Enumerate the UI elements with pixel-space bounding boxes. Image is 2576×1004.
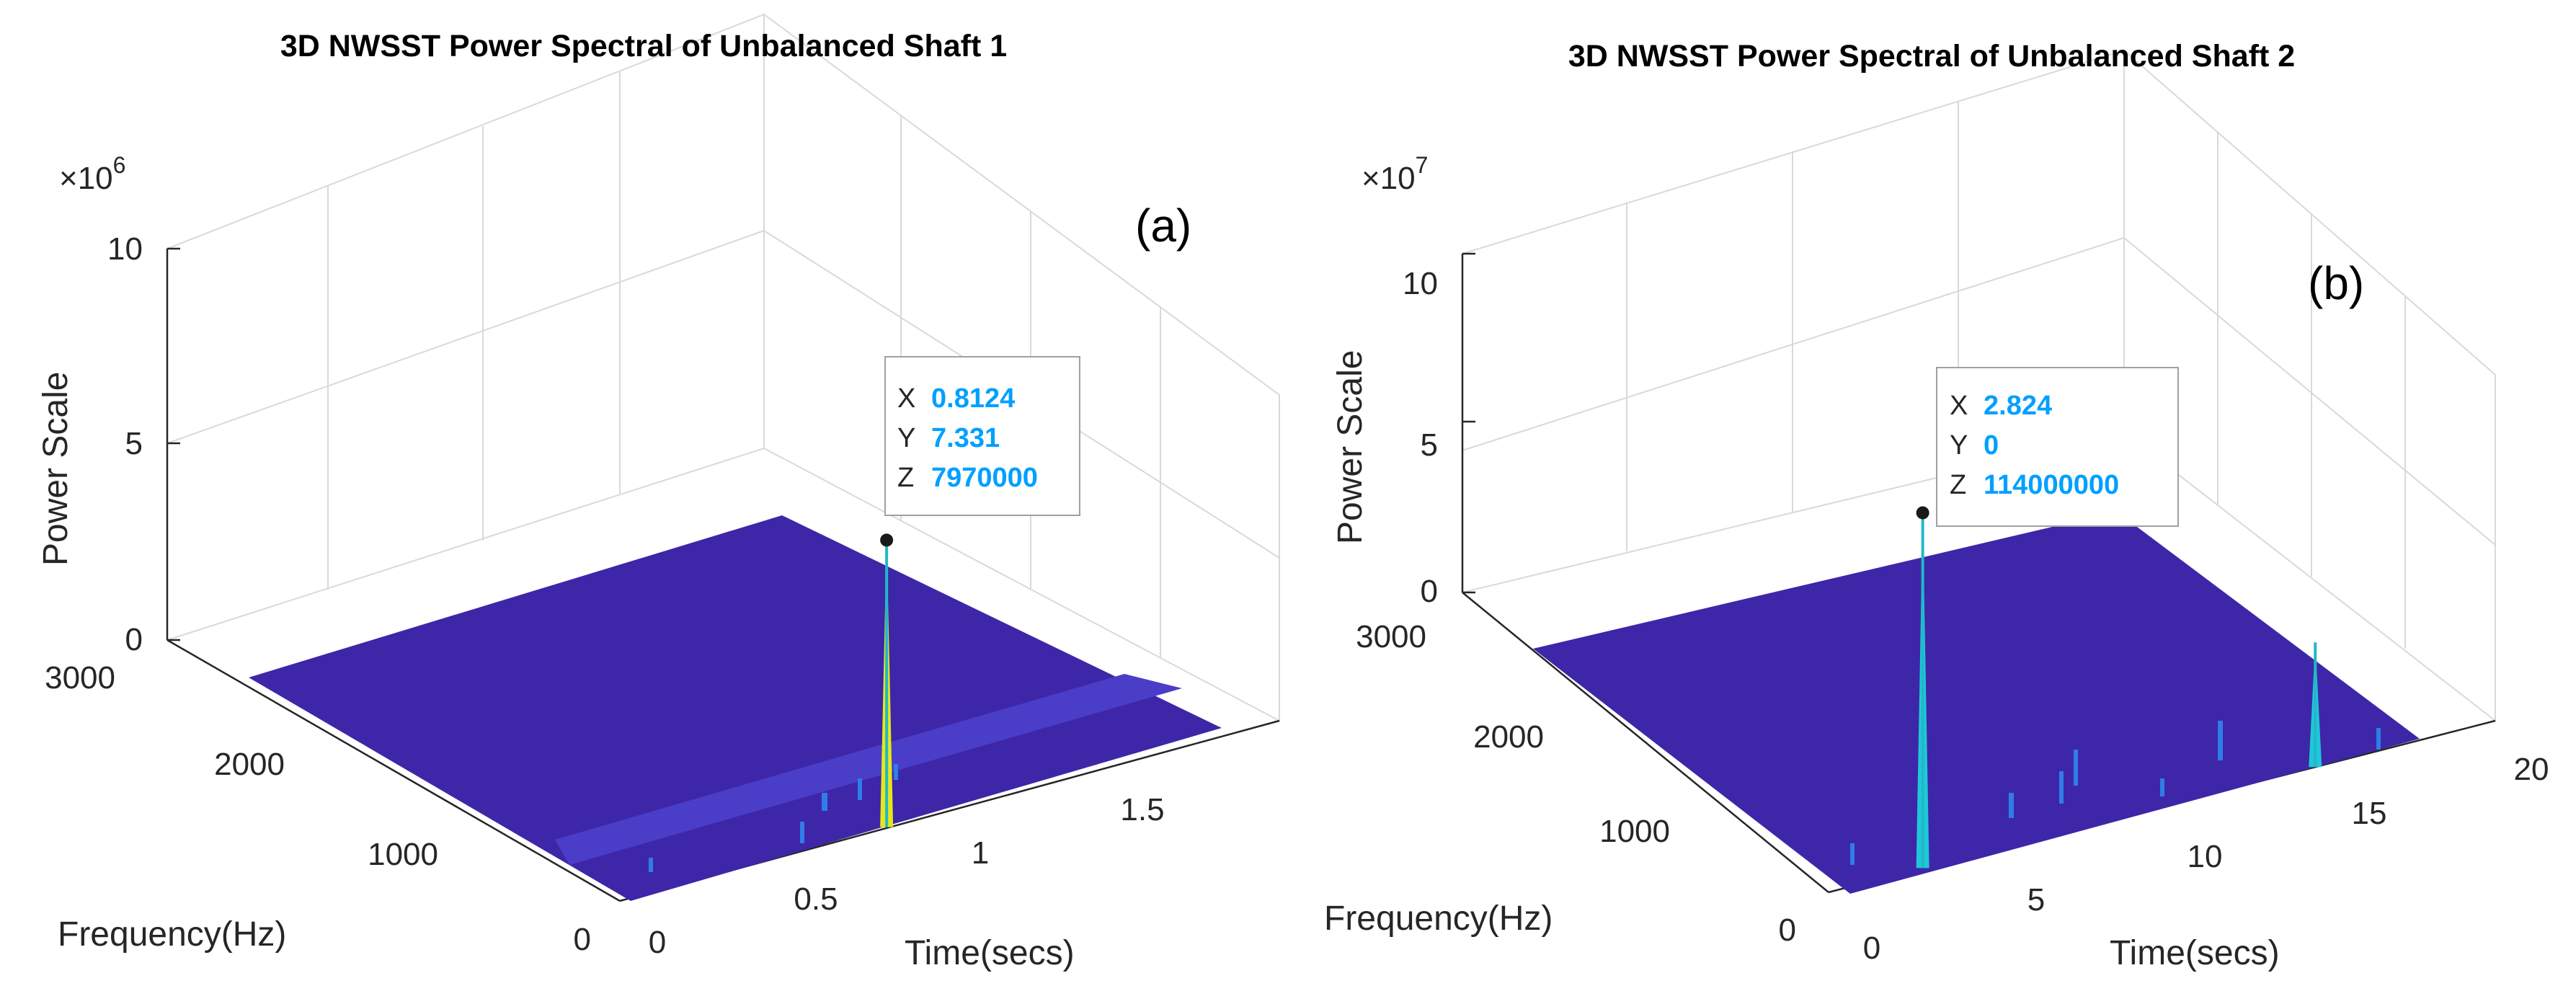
chart-b-datatip-y-value: 0	[1984, 430, 1999, 461]
chart-a-z-tick-label: 10	[107, 231, 143, 267]
chart-panel-a: 10 5 0 ×106 3000 2000 1000 0 0 0.5 1 1.5…	[37, 13, 1280, 972]
chart-b-z-exponent: ×107	[1362, 152, 1428, 196]
chart-b-z-tick-label: 5	[1421, 427, 1438, 463]
chart-b-svg: 10 5 0 ×107 3000 2000 1000 0 0 5 10 15 2…	[1324, 39, 2549, 972]
chart-b-z-tick-label: 10	[1403, 266, 1438, 301]
chart-a-z-tick-label: 5	[125, 426, 143, 461]
chart-b-x-ticks: 0 5 10 15 20	[1863, 752, 2549, 966]
chart-b-peak-mark	[1916, 506, 2322, 868]
chart-b-x-tick-label: 15	[2352, 796, 2387, 831]
chart-a-z-tick-label: 0	[125, 622, 143, 657]
chart-a-x-tick-label: 1	[972, 835, 989, 871]
chart-b-y-tick-label: 2000	[1473, 719, 1544, 755]
chart-b-z-tick-label: 0	[1421, 574, 1438, 609]
chart-b-panel-label: (b)	[2308, 257, 2364, 309]
chart-b-datatip-z-key: Z	[1950, 470, 1966, 500]
chart-a-x-tick-label: 0	[649, 925, 666, 960]
chart-a-xlabel: Time(secs)	[905, 934, 1075, 972]
chart-a-datatip-z-key: Z	[897, 463, 914, 493]
chart-b-datatip-z-value: 114000000	[1984, 470, 2119, 500]
chart-b-zlabel: Power Scale	[1331, 350, 1369, 544]
chart-b-x-tick-label: 5	[2028, 882, 2045, 918]
chart-a-svg: 10 5 0 ×106 3000 2000 1000 0 0 0.5 1 1.5…	[37, 13, 1280, 972]
chart-a-left-wall	[166, 13, 765, 641]
chart-b-datatip-x-key: X	[1950, 391, 1968, 421]
chart-a-y-tick-label: 0	[574, 922, 591, 957]
chart-b-title: 3D NWSST Power Spectral of Unbalanced Sh…	[1568, 39, 2295, 74]
chart-a-y-tick-label: 1000	[368, 837, 438, 872]
chart-a-y-tick-label: 2000	[214, 747, 285, 782]
chart-a-surface	[249, 515, 1222, 901]
chart-b-datatip-marker[interactable]	[1916, 506, 1929, 520]
chart-a-datatip-box	[884, 356, 1080, 516]
chart-a-peak-mark	[880, 533, 894, 827]
chart-b-x-tick-label: 10	[2188, 839, 2223, 874]
chart-b-xlabel: Time(secs)	[2110, 934, 2280, 972]
chart-b-z-ticks: 10 5 0	[1403, 252, 1475, 609]
chart-a-x-ticks: 0 0.5 1 1.5 2	[649, 792, 1165, 960]
chart-a-y-tick-label: 3000	[45, 660, 115, 696]
chart-b-ylabel: Frequency(Hz)	[1324, 899, 1553, 938]
chart-b-datatip-box	[1936, 367, 2179, 527]
chart-b-x-tick-label: 0	[1863, 930, 1880, 966]
chart-b-y-tick-label: 1000	[1599, 814, 1670, 849]
chart-a-datatip-y-value: 7.331	[931, 423, 1000, 453]
chart-a-datatip-y-key: Y	[897, 423, 915, 453]
chart-a-datatip[interactable]: X 0.8124 Y 7.331 Z 7970000	[884, 356, 1080, 516]
chart-b-datatip-y-key: Y	[1950, 430, 1968, 461]
chart-a-panel-label: (a)	[1135, 200, 1191, 252]
chart-b-x-tick-label: 20	[2514, 752, 2549, 787]
chart-b-y-tick-label: 3000	[1356, 619, 1426, 654]
chart-a-x-tick-label: 1.5	[1120, 792, 1164, 827]
chart-a-surface-ridge	[555, 674, 1182, 865]
chart-a-z-exponent: ×106	[59, 152, 125, 196]
chart-a-datatip-marker[interactable]	[880, 533, 894, 547]
chart-a-title: 3D NWSST Power Spectral of Unbalanced Sh…	[280, 29, 1007, 63]
chart-a-y-ticks: 3000 2000 1000 0	[45, 660, 591, 957]
chart-b-y-ticks: 3000 2000 1000 0	[1356, 619, 1796, 948]
chart-a-datatip-x-key: X	[897, 383, 915, 414]
chart-a-datatip-z-value: 7970000	[931, 463, 1038, 493]
chart-a-zlabel: Power Scale	[37, 372, 75, 566]
chart-a-grid-line	[166, 230, 765, 444]
chart-a-ylabel: Frequency(Hz)	[58, 915, 286, 954]
chart-a-datatip-x-value: 0.8124	[931, 383, 1015, 414]
chart-b-y-axis	[1462, 592, 1829, 893]
chart-b-noise	[1850, 721, 2381, 865]
chart-b-datatip-x-value: 2.824	[1984, 391, 2052, 421]
chart-a-y-axis	[166, 639, 621, 902]
chart-b-grid-line	[2123, 237, 2496, 546]
chart-panel-b: 10 5 0 ×107 3000 2000 1000 0 0 5 10 15 2…	[1288, 0, 2576, 1004]
chart-b-y-tick-label: 0	[1779, 912, 1796, 948]
chart-b-datatip[interactable]: X 2.824 Y 0 Z 114000000	[1936, 367, 2179, 527]
chart-b-surface	[1533, 512, 2420, 894]
chart-a-noise	[649, 764, 898, 872]
chart-a-x-tick-label: 0.5	[794, 881, 838, 917]
chart-a-z-ticks: 10 5 0	[107, 231, 180, 657]
